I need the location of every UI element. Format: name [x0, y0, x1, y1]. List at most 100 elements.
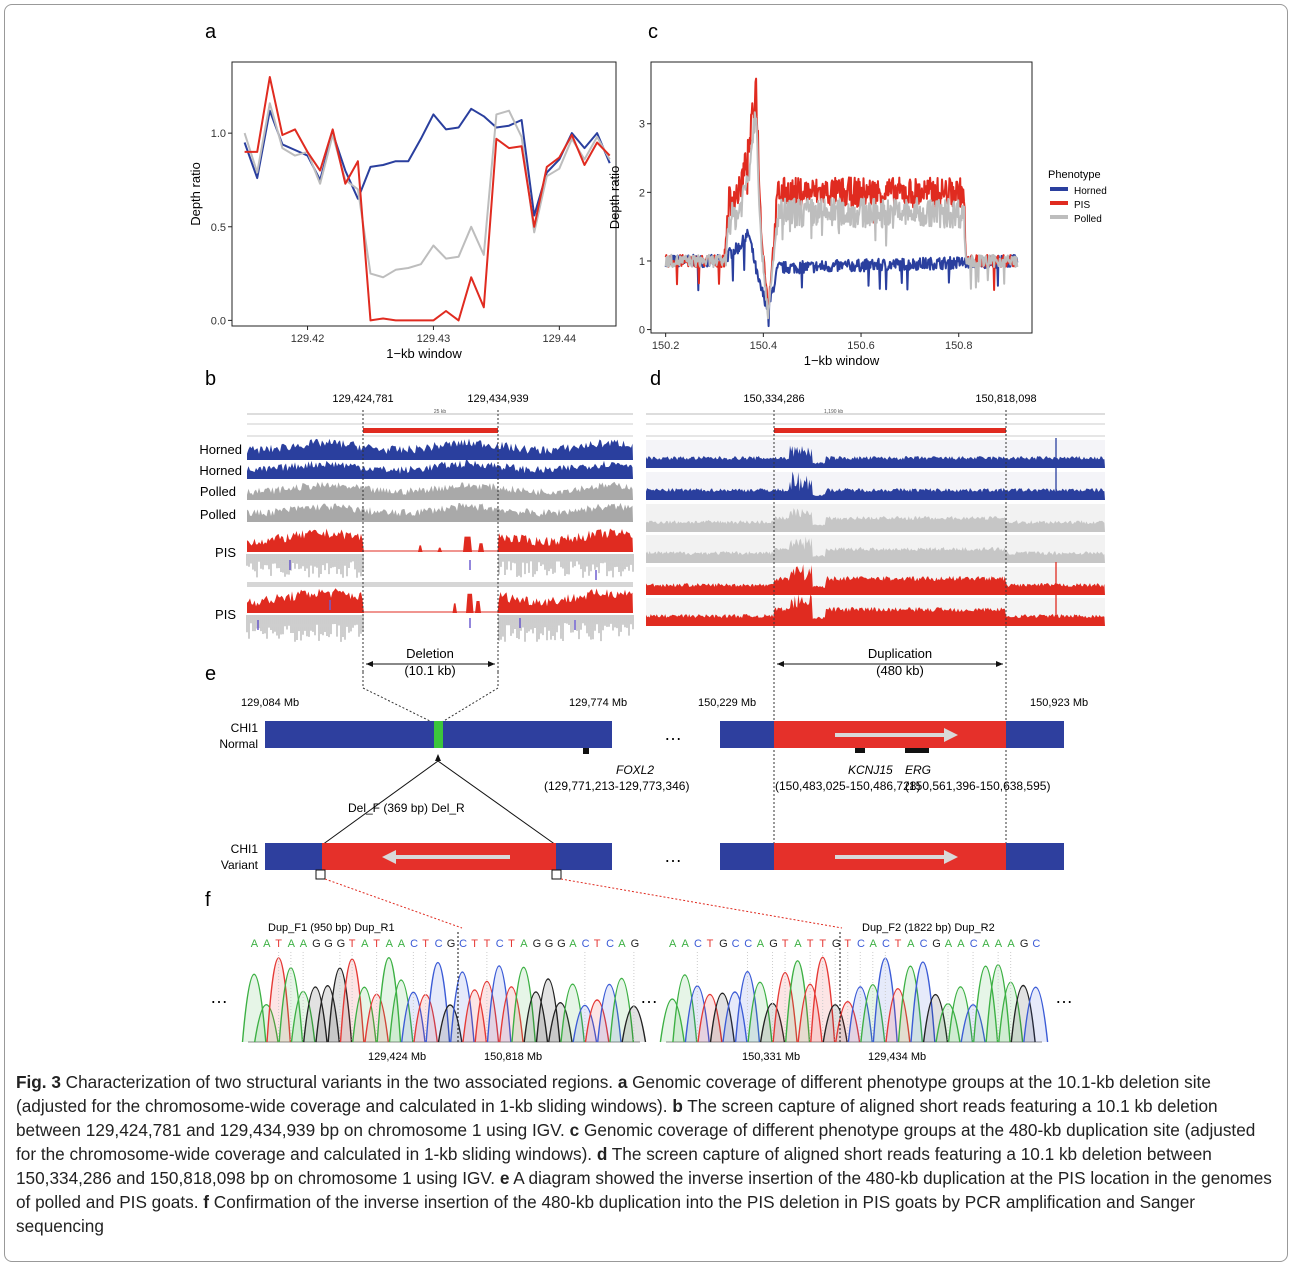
base-call: G [1020, 938, 1029, 950]
base-call: G [631, 938, 640, 950]
e-foxl2: FOXL2 [616, 763, 654, 777]
base-call: A [263, 938, 271, 950]
panel-label-f: f [205, 889, 211, 911]
base-call: T [819, 938, 826, 950]
junction-box-right [551, 869, 562, 880]
trace-peak-A [659, 998, 685, 1043]
trace-peak-G [315, 985, 340, 1043]
panel-label-d: d [650, 368, 661, 390]
trace-peak-T [885, 988, 911, 1043]
caption-d-label: d [596, 1144, 608, 1164]
d-ruler-label: 1,190 kb [824, 409, 843, 415]
panel-label-e: e [205, 663, 216, 685]
trace-peak-C [722, 991, 748, 1043]
e-normal-label-1: CHI1 [231, 721, 259, 735]
base-call: A [386, 938, 394, 950]
duplication-label: Duplication [868, 646, 932, 661]
base-call: T [508, 938, 515, 950]
base-call: A [669, 938, 677, 950]
x-tick-label: 129.42 [291, 333, 325, 345]
caption-c-label: c [569, 1120, 580, 1140]
e-foxl2-coord: (129,771,213-129,773,346) [544, 779, 689, 793]
variant-chrom-left-blue1 [265, 843, 322, 870]
trace-peak-A [747, 982, 773, 1043]
e-left-end: 129,774 Mb [569, 697, 627, 709]
base-call: C [582, 938, 590, 950]
base-call: C [606, 938, 614, 950]
y-axis-label: Depth ratio [607, 166, 622, 230]
base-call: A [870, 938, 878, 950]
trace-peak-A [560, 983, 585, 1043]
series-line-pis [244, 76, 611, 322]
trace-peak-C [734, 971, 761, 1043]
y-tick-label: 0 [639, 325, 645, 337]
base-call: A [569, 938, 577, 950]
trace-peak-A [947, 986, 974, 1043]
base-call: A [1007, 938, 1015, 950]
legend: Phenotype Horned PIS Polled [1048, 169, 1107, 225]
base-call: C [857, 938, 865, 950]
x-tick-label: 150.8 [945, 340, 973, 352]
e-normal-label-2: Normal [219, 737, 258, 751]
deletion-arrowhead [435, 754, 441, 761]
f-left-coord-1: 129,424 Mb [368, 1051, 426, 1063]
legend-swatch-horned [1050, 187, 1068, 191]
base-call: T [782, 938, 789, 950]
igv-ruler-d: 1,190 kb [646, 409, 1105, 437]
trace-peak-T [797, 983, 823, 1043]
e-right-start: 150,229 Mb [698, 697, 756, 709]
deletion-size-label: (10.1 kb) [404, 663, 455, 678]
f-left-coord-2: 150,818 Mb [484, 1051, 542, 1063]
y-tick-label: 1 [639, 256, 645, 268]
b-left-coord: 129,424,781 [332, 393, 393, 405]
base-call: A [794, 938, 802, 950]
trace-peak-T [835, 1001, 861, 1043]
base-call: A [982, 938, 990, 950]
b-reads-pis-2 [246, 615, 634, 642]
e-ellipsis-normal: … [664, 724, 682, 744]
e-primer-label: Del_F (369 bp) Del_R [348, 801, 465, 815]
trace-peak-T [266, 957, 291, 1043]
base-call: A [618, 938, 626, 950]
trace-peak-A [388, 979, 414, 1043]
x-tick-label: 129.44 [543, 333, 577, 345]
trace-peak-G [1010, 985, 1036, 1043]
igv-tracks-b [246, 438, 634, 642]
base-call: C [435, 938, 443, 950]
d-duplication-bar [774, 428, 1006, 433]
trace-peak-G [922, 993, 949, 1043]
figure-frame [4, 4, 1288, 1262]
trace-peak-A [241, 973, 267, 1043]
d-left-coord: 150,334,286 [743, 393, 804, 405]
base-call: G [324, 938, 333, 950]
caption-f-label: f [203, 1192, 210, 1212]
trace-peak-T [810, 956, 836, 1043]
base-call: T [844, 938, 851, 950]
variant-chrom-right-blue1 [720, 843, 774, 870]
f-left-primer: Dup_F1 (950 bp) Dup_R1 [268, 922, 395, 934]
trace-peak-A [278, 967, 304, 1043]
base-call: T [422, 938, 429, 950]
y-tick-label: 2 [639, 187, 645, 199]
variant-chrom-right-blue2 [1006, 843, 1064, 870]
erg-gene [905, 748, 929, 753]
e-kcnj15: KCNJ15 [848, 763, 893, 777]
deletion-label: Deletion [406, 646, 454, 661]
e-ellipsis-variant: … [664, 846, 682, 866]
trace-peak-A [376, 957, 402, 1043]
y-tick-label: 0.5 [211, 222, 226, 234]
trace-peak-C [960, 1004, 986, 1043]
e-variant-label-1: CHI1 [231, 842, 259, 856]
trace-peak-A [352, 986, 377, 1043]
base-call: T [373, 938, 380, 950]
base-call: A [288, 938, 296, 950]
f-left-ellipsis: … [210, 987, 228, 1007]
junction-box-left [315, 869, 326, 880]
caption-e-label: e [499, 1168, 510, 1188]
series-line-horned [243, 107, 611, 217]
base-call: C [459, 938, 467, 950]
x-tick-label: 129.43 [417, 333, 451, 345]
b-track-label-horned-2: Horned [199, 463, 242, 478]
base-call: A [251, 938, 259, 950]
b-right-coord: 129,434,939 [467, 393, 528, 405]
